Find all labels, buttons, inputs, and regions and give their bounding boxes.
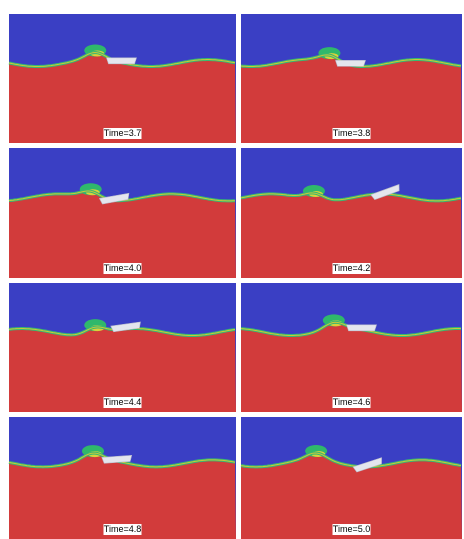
time-label: Time=4.2 xyxy=(333,263,370,273)
time-label: Time=5.0 xyxy=(333,524,370,534)
time-label: Time=4.4 xyxy=(104,397,141,407)
time-label: Time=4.6 xyxy=(333,397,370,407)
figure: Time=3.7 Time=3.8 Time=4.0 Time=4.2 Time=4.4… xyxy=(0,0,464,539)
panel: Time=3.7 xyxy=(9,14,236,143)
panel: Time=5.0 xyxy=(241,417,462,539)
panel: Time=3.8 xyxy=(241,14,462,143)
hull xyxy=(107,58,137,64)
panel: Time=4.8 xyxy=(9,417,236,539)
time-label: Time=3.8 xyxy=(333,128,370,138)
time-label: Time=3.7 xyxy=(104,128,141,138)
hull xyxy=(336,60,366,66)
panel: Time=4.2 xyxy=(241,148,462,278)
hull xyxy=(347,325,377,331)
page: Time=3.7 Time=3.8 Time=4.0 Time=4.2 Time=4.4… xyxy=(0,0,464,539)
panel: Time=4.4 xyxy=(9,283,236,412)
time-label: Time=4.0 xyxy=(104,263,141,273)
panel: Time=4.6 xyxy=(241,283,462,412)
time-label: Time=4.8 xyxy=(104,524,141,534)
panel: Time=4.0 xyxy=(9,148,236,278)
